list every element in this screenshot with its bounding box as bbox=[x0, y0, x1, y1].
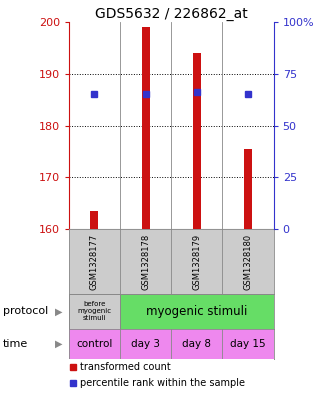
Text: GSM1328180: GSM1328180 bbox=[244, 234, 252, 290]
Text: myogenic stimuli: myogenic stimuli bbox=[146, 305, 247, 318]
Text: GSM1328177: GSM1328177 bbox=[90, 233, 99, 290]
Title: GDS5632 / 226862_at: GDS5632 / 226862_at bbox=[95, 7, 248, 20]
Text: ▶: ▶ bbox=[55, 339, 62, 349]
Bar bbox=[69, 294, 120, 329]
Bar bbox=[90, 211, 99, 230]
Bar bbox=[141, 27, 150, 230]
Text: time: time bbox=[3, 339, 28, 349]
Text: transformed count: transformed count bbox=[80, 362, 171, 372]
Text: ▶: ▶ bbox=[55, 307, 62, 316]
Text: GSM1328179: GSM1328179 bbox=[192, 234, 201, 290]
Text: control: control bbox=[76, 339, 113, 349]
Text: day 8: day 8 bbox=[182, 339, 211, 349]
Text: GSM1328178: GSM1328178 bbox=[141, 233, 150, 290]
Bar bbox=[193, 53, 201, 230]
Text: percentile rank within the sample: percentile rank within the sample bbox=[80, 378, 245, 388]
Text: day 15: day 15 bbox=[230, 339, 266, 349]
Text: before
myogenic
stimuli: before myogenic stimuli bbox=[77, 301, 111, 321]
Bar bbox=[120, 294, 274, 329]
Text: protocol: protocol bbox=[3, 307, 48, 316]
Bar bbox=[244, 149, 252, 230]
Text: day 3: day 3 bbox=[131, 339, 160, 349]
